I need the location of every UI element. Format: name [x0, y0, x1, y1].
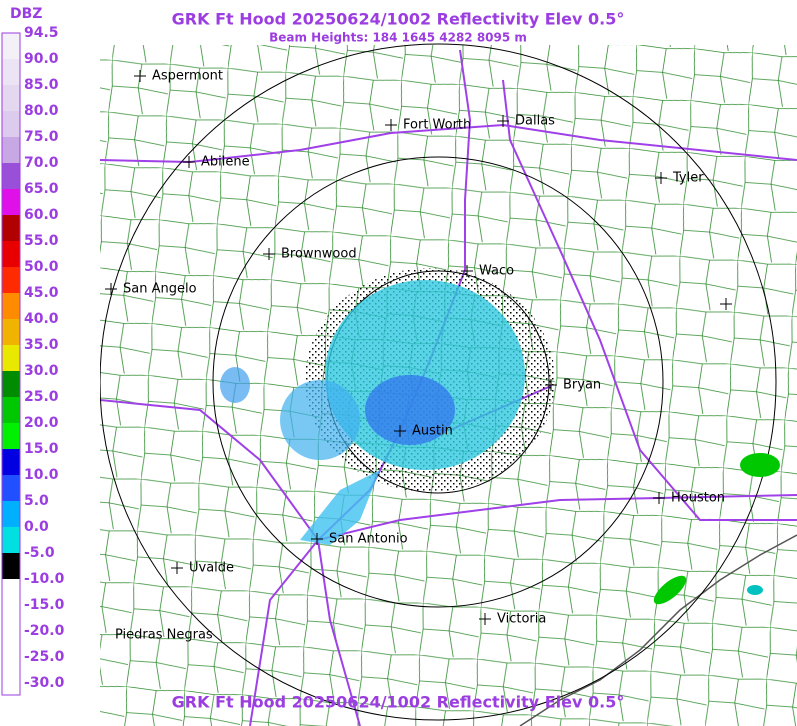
legend-swatch: [2, 267, 20, 293]
legend-swatch: [2, 683, 20, 709]
city-label: Piedras Negras: [115, 628, 213, 643]
legend-swatch: [2, 85, 20, 111]
city-marker: [461, 265, 473, 277]
city-label: San Antonio: [329, 532, 408, 547]
city-marker: [105, 283, 117, 295]
title: GRK Ft Hood 20250624/1002 Reflectivity E…: [172, 10, 625, 29]
legend-unit: DBZ: [10, 6, 42, 22]
city-marker: [479, 613, 491, 625]
legend-label: 40.0: [24, 311, 59, 327]
legend-label: -30.0: [24, 675, 65, 691]
city-label: Dallas: [515, 114, 555, 129]
legend-label: 75.0: [24, 129, 59, 145]
city-marker: [311, 533, 323, 545]
city-label: San Angelo: [123, 282, 197, 297]
legend-swatch: [2, 579, 20, 605]
legend-swatch: [2, 319, 20, 345]
legend-swatch: [2, 163, 20, 189]
legend-label: 35.0: [24, 337, 59, 353]
city-label: Tyler: [672, 171, 704, 186]
legend-label: 0.0: [24, 519, 49, 535]
city-marker: [545, 379, 557, 391]
city-marker: [655, 172, 667, 184]
legend-label: 20.0: [24, 415, 59, 431]
legend-swatch: [2, 527, 20, 553]
city-label: Austin: [412, 424, 453, 439]
legend-label: 94.5: [24, 25, 59, 41]
legend-label: 50.0: [24, 259, 59, 275]
city-marker: [134, 70, 146, 82]
city-marker: [385, 119, 397, 131]
city-label: Fort Worth: [403, 118, 471, 133]
unnamed-marker: [720, 298, 732, 310]
legend-swatch: [2, 189, 20, 215]
legend-swatch: [2, 475, 20, 501]
footer-title: GRK Ft Hood 20250624/1002 Reflectivity E…: [172, 693, 625, 712]
city-label: Houston: [671, 491, 725, 506]
city-marker: [263, 248, 275, 260]
legend-swatch: [2, 33, 20, 59]
legend-swatch: [2, 241, 20, 267]
city-marker: [183, 156, 195, 168]
coastline: [519, 534, 797, 726]
legend-swatch: [2, 631, 20, 657]
legend-label: 5.0: [24, 493, 49, 509]
legend-swatch: [2, 345, 20, 371]
city-label: Abilene: [201, 155, 250, 170]
legend-label: -10.0: [24, 571, 65, 587]
legend-swatch: [2, 137, 20, 163]
legend-label: -20.0: [24, 623, 65, 639]
legend-swatch: [2, 215, 20, 241]
legend-label: 85.0: [24, 77, 59, 93]
legend-label: 10.0: [24, 467, 59, 483]
legend-frame: [1, 32, 21, 696]
legend-label: 55.0: [24, 233, 59, 249]
legend-swatch: [2, 605, 20, 631]
city-label: Uvalde: [189, 561, 234, 576]
subtitle: Beam Heights: 184 1645 4282 8095 m: [269, 31, 527, 45]
legend-swatch: [2, 449, 20, 475]
legend-label: 30.0: [24, 363, 59, 379]
legend-label: -25.0: [24, 649, 65, 665]
legend-label: 90.0: [24, 51, 59, 67]
legend-swatch: [2, 657, 20, 683]
legend-label: 45.0: [24, 285, 59, 301]
city-label: Victoria: [497, 612, 546, 627]
legend-label: 60.0: [24, 207, 59, 223]
legend-swatch: [2, 111, 20, 137]
city-marker: [497, 115, 509, 127]
legend-swatch: [2, 501, 20, 527]
city-label: Brownwood: [281, 247, 357, 262]
legend-label: -5.0: [24, 545, 55, 561]
city-marker: [653, 492, 665, 504]
legend-label: 15.0: [24, 441, 59, 457]
legend-label: 80.0: [24, 103, 59, 119]
city-label: Waco: [479, 264, 514, 279]
city-label: Bryan: [563, 378, 601, 393]
city-marker: [394, 425, 406, 437]
legend-swatch: [2, 59, 20, 85]
legend-swatch: [2, 371, 20, 397]
legend-label: 65.0: [24, 181, 59, 197]
legend-swatch: [2, 293, 20, 319]
echoes: [220, 268, 780, 605]
legend-swatch: [2, 423, 20, 449]
legend-swatch: [2, 553, 20, 579]
city-marker: [171, 562, 183, 574]
legend-swatch: [2, 397, 20, 423]
legend-label: 70.0: [24, 155, 59, 171]
city-label: Aspermont: [152, 69, 223, 84]
legend-label: -15.0: [24, 597, 65, 613]
legend-label: 25.0: [24, 389, 59, 405]
